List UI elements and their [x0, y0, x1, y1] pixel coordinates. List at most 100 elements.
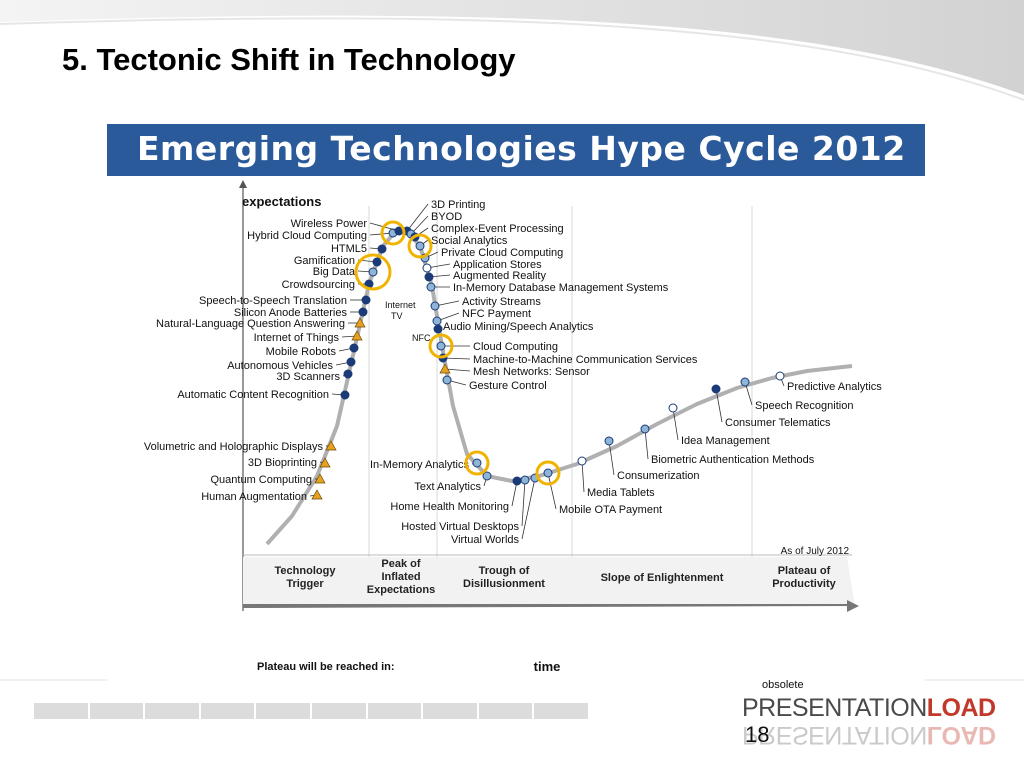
tech-label-3d-bioprinting: 3D Bioprinting	[248, 457, 317, 469]
tech-label-biometric-authentication-methods: Biometric Authentication Methods	[651, 454, 815, 466]
marker-volumetric-and-holographic-displays	[325, 440, 337, 451]
tech-label-in-memory-analytics: In-Memory Analytics	[370, 459, 470, 471]
tech-label-speech-to-speech-translation: Speech-to-Speech Translation	[199, 295, 347, 307]
marker-idea-management	[668, 403, 678, 413]
y-axis-label: expectations	[242, 194, 321, 209]
tech-label-html5: HTML5	[331, 243, 367, 255]
marker-activity-streams	[430, 301, 440, 311]
marker-gesture-control	[442, 375, 452, 385]
tech-label-mesh-networks-sensor: Mesh Networks: Sensor	[473, 366, 590, 378]
highlight-ring-cloud-computing	[428, 333, 454, 359]
y-axis-arrow	[239, 180, 247, 188]
leader-consumerization	[608, 440, 615, 476]
marker-social-analytics	[415, 241, 425, 251]
marker-3d-scanners	[343, 369, 353, 379]
tech-label-in-memory-database-management-systems: In-Memory Database Management Systems	[453, 282, 669, 294]
marker-human-augmentation	[311, 489, 323, 500]
leader-3d-printing	[406, 203, 429, 232]
tech-label-audio-mining-speech-analytics: Audio Mining/Speech Analytics	[443, 321, 594, 333]
tech-label-autonomous-vehicles: Autonomous Vehicles	[227, 360, 333, 372]
hype-cycle-chart: expectations time As of July 2012 Technolog…	[144, 180, 882, 691]
marker-quantum-computing	[314, 473, 326, 484]
marker-automatic-content-recognition	[340, 390, 350, 400]
tech-label-internet-of-things: Internet of Things	[254, 332, 340, 344]
leader-media-tablets	[581, 460, 585, 493]
phase-trough-of-disillusionment: Trough of Disillusionment	[463, 565, 545, 590]
tech-label-gamification: Gamification	[294, 255, 355, 267]
marker-silicon-anode-batteries	[358, 307, 368, 317]
tech-label-mobile-robots: Mobile Robots	[266, 346, 337, 358]
leader-virtual-worlds	[521, 477, 536, 540]
marker-mobile-ota-payment	[543, 468, 553, 478]
leader-hosted-virtual-desktops	[521, 479, 526, 527]
tech-label-silicon-anode-batteries: Silicon Anode Batteries	[234, 307, 348, 319]
highlight-ring-mobile-ota-payment	[535, 460, 561, 486]
tech-label-nfc-payment: NFC Payment	[462, 308, 531, 320]
tech-label-hosted-virtual-desktops: Hosted Virtual Desktops	[401, 521, 519, 533]
marker-in-memory-database-management-systems	[426, 282, 436, 292]
inline-label-tv: TV	[391, 311, 403, 321]
tech-label-wireless-power: Wireless Power	[291, 218, 368, 230]
tech-label-machine-to-machine-communication-services: Machine-to-Machine Communication Service…	[473, 354, 698, 366]
tech-label-predictive-analytics: Predictive Analytics	[787, 381, 882, 393]
tech-label-byod: BYOD	[431, 211, 462, 223]
hype-cycle-figure: Emerging Technologies Hype Cycle 2012 ex…	[107, 124, 925, 694]
marker-consumerization	[604, 436, 614, 446]
banner-title: Emerging Technologies Hype Cycle 2012	[137, 129, 906, 168]
tech-label-3d-printing: 3D Printing	[431, 199, 485, 211]
tech-label-consumerization: Consumerization	[617, 470, 700, 482]
highlight-ring-in-memory-analytics	[464, 450, 490, 476]
highlight-ring-big-data	[354, 253, 392, 291]
marker-mesh-networks-sensor	[439, 363, 451, 374]
highlight-ring-social-analytics	[407, 233, 433, 259]
marker-html5	[377, 244, 387, 254]
x-axis-line	[243, 604, 855, 608]
tech-label-augmented-reality: Augmented Reality	[453, 270, 546, 282]
tech-label-speech-recognition: Speech Recognition	[755, 400, 853, 412]
tech-label-automatic-content-recognition: Automatic Content Recognition	[177, 389, 329, 401]
leader-idea-management	[672, 407, 679, 441]
phase-plateau-of-productivity: Plateau of Productivity	[772, 565, 836, 590]
tech-label-consumer-telematics: Consumer Telematics	[725, 417, 831, 429]
leader-mobile-ota-payment	[547, 472, 557, 510]
phase-technology-trigger: Technology Trigger	[275, 565, 337, 590]
tech-label-hybrid-cloud-computing: Hybrid Cloud Computing	[247, 230, 367, 242]
tech-label-text-analytics: Text Analytics	[414, 481, 481, 493]
tech-label-natural-language-question-answering: Natural-Language Question Answering	[156, 318, 345, 330]
marker-speech-recognition	[740, 377, 750, 387]
leader-biometric-authentication-methods	[644, 428, 649, 460]
leader-machine-to-machine-communication-services	[442, 357, 471, 360]
marker-gamification	[372, 257, 382, 267]
slide-title: 5. Tectonic Shift in Technology	[62, 42, 516, 77]
legend-label-obsolete-line1: obsolete	[762, 679, 804, 691]
tech-label-big-data: Big Data	[313, 266, 356, 278]
tech-label-mobile-ota-payment: Mobile OTA Payment	[559, 504, 662, 516]
highlight-ring-hybrid-cloud-computing	[380, 220, 406, 246]
tech-label-3d-scanners: 3D Scanners	[276, 371, 340, 383]
tech-label-human-augmentation: Human Augmentation	[201, 491, 307, 503]
marker-hosted-virtual-desktops	[520, 475, 530, 485]
brand-logo-part2: LOAD	[926, 694, 996, 722]
marker-autonomous-vehicles	[346, 357, 356, 367]
marker-3d-bioprinting	[319, 457, 331, 468]
tech-label-idea-management: Idea Management	[681, 435, 770, 447]
marker-nfc-payment	[432, 316, 442, 326]
phase-band	[243, 557, 855, 606]
tech-label-home-health-monitoring: Home Health Monitoring	[390, 501, 509, 513]
brand-logo-reflection: PRESENTATIONLOAD	[742, 721, 996, 749]
x-axis-arrow	[847, 600, 859, 612]
legend-title: Plateau will be reached in:	[257, 661, 395, 673]
inline-label-nfc: NFC	[412, 333, 431, 343]
tech-label-crowdsourcing: Crowdsourcing	[282, 279, 355, 291]
marker-home-health-monitoring	[512, 476, 522, 486]
marker-application-stores	[422, 263, 432, 273]
inline-label-internet: Internet	[385, 300, 416, 310]
footer-bar	[34, 703, 590, 719]
tech-label-private-cloud-computing: Private Cloud Computing	[441, 247, 563, 259]
tech-label-media-tablets: Media Tablets	[587, 487, 655, 499]
phase-slope-of-enlightenment: Slope of Enlightenment	[601, 572, 724, 584]
tech-label-gesture-control: Gesture Control	[469, 380, 547, 392]
marker-mobile-robots	[349, 343, 359, 353]
marker-biometric-authentication-methods	[640, 424, 650, 434]
as-of-label: As of July 2012	[781, 546, 850, 557]
